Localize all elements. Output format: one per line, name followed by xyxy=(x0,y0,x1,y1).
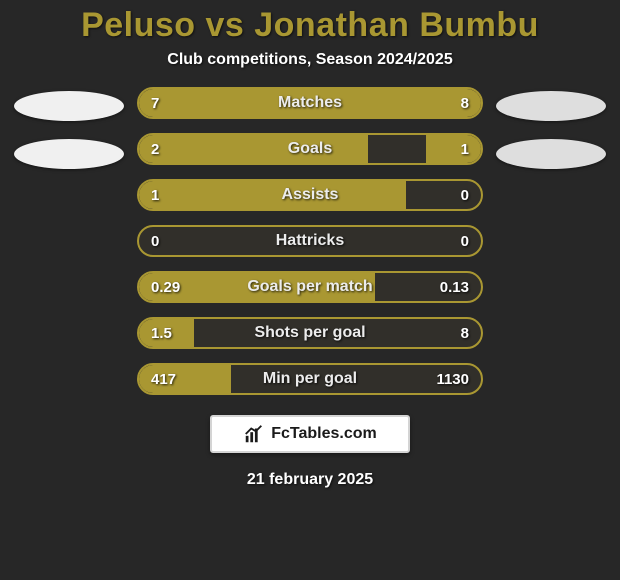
stat-row: Shots per goal1.5 8 xyxy=(137,317,483,349)
subtitle: Club competitions, Season 2024/2025 xyxy=(167,51,452,69)
stat-row: Goals2 1 xyxy=(137,133,483,165)
stat-label: Goals xyxy=(139,135,481,163)
stat-value-left: 1 xyxy=(151,181,159,209)
stat-value-right: 0 xyxy=(461,227,469,255)
stat-row: Goals per match0.29 0.13 xyxy=(137,271,483,303)
stat-label: Min per goal xyxy=(139,365,481,393)
stat-label: Hattricks xyxy=(139,227,481,255)
stat-value-left: 7 xyxy=(151,89,159,117)
stat-value-right: 0 xyxy=(461,181,469,209)
source-badge-text: FcTables.com xyxy=(271,425,377,443)
stat-value-right: 1 xyxy=(461,135,469,163)
source-badge[interactable]: FcTables.com xyxy=(210,415,410,453)
stat-value-right: 8 xyxy=(461,319,469,347)
nation-badge-placeholder xyxy=(496,139,606,169)
club-badge-placeholder xyxy=(14,91,124,121)
main-area: Matches78Goals21Assists10Hattricks00Goal… xyxy=(0,87,620,395)
stat-value-right: 8 xyxy=(461,89,469,117)
stat-value-left: 2 xyxy=(151,135,159,163)
stat-bars: Matches78Goals21Assists10Hattricks00Goal… xyxy=(137,87,483,395)
stat-value-left: 1.5 xyxy=(151,319,172,347)
club-badge-placeholder xyxy=(496,91,606,121)
stat-label: Goals per match xyxy=(139,273,481,301)
stat-value-right: 1130 xyxy=(436,365,469,393)
stat-label: Assists xyxy=(139,181,481,209)
stat-label: Shots per goal xyxy=(139,319,481,347)
nation-badge-placeholder xyxy=(14,139,124,169)
page-title: Peluso vs Jonathan Bumbu xyxy=(81,6,539,45)
stat-row: Matches7 8 xyxy=(137,87,483,119)
stat-value-left: 417 xyxy=(151,365,176,393)
stat-value-right: 0.13 xyxy=(440,273,469,301)
comparison-card: Peluso vs Jonathan Bumbu Club competitio… xyxy=(0,0,620,580)
player-left-badges xyxy=(9,87,129,169)
stat-value-left: 0 xyxy=(151,227,159,255)
stat-row: Assists1 0 xyxy=(137,179,483,211)
stat-value-left: 0.29 xyxy=(151,273,180,301)
chart-icon xyxy=(243,423,265,445)
player-right-badges xyxy=(491,87,611,169)
stat-row: Hattricks0 0 xyxy=(137,225,483,257)
date-label: 21 february 2025 xyxy=(247,471,373,489)
stat-label: Matches xyxy=(139,89,481,117)
stat-row: Min per goal417 1130 xyxy=(137,363,483,395)
